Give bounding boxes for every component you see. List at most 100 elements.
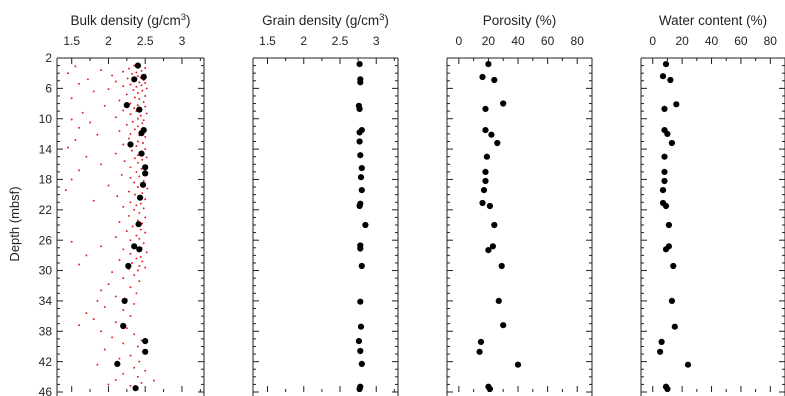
panel-1-series-1-point <box>139 114 142 117</box>
panel-1-series-1-point <box>118 357 121 360</box>
panel-3-series-1-point <box>477 338 485 345</box>
panel-1-series-1-point <box>96 133 99 136</box>
y-tick-label: 42 <box>39 355 53 369</box>
panel-1-series-1-point <box>131 225 134 228</box>
panel-4-series-1-point <box>658 338 665 345</box>
panel-1-series-1-point <box>114 80 117 83</box>
panel-3-series-1-point <box>479 73 486 81</box>
panel-1-series-2-point <box>142 338 149 345</box>
panel-1-series-1-point <box>118 129 121 132</box>
panel-1-series-1-point <box>133 208 136 211</box>
panel-1-series-1-point <box>133 64 136 67</box>
panel-1-series-1-point <box>118 258 121 261</box>
panel-1-series-1-point <box>78 324 81 327</box>
panel-1-series-1-point <box>122 277 125 280</box>
panel-1-series-1-point <box>129 239 132 242</box>
panel-1-series-1-point <box>145 251 148 254</box>
panel-1-series-2-point <box>114 360 121 367</box>
panel-1-series-1-point <box>125 230 128 233</box>
panel-4-series-1-point <box>670 262 677 270</box>
panel-3-series-1-point <box>482 168 489 175</box>
panel-1-series-1-point <box>138 360 141 363</box>
panel-4-series-1-point <box>662 202 670 210</box>
panel-1-series-1-point <box>138 280 141 283</box>
panel-1-series-1-point <box>142 101 145 103</box>
panel-1-series-1-point <box>153 379 155 382</box>
panel-4-x-tick-label: 0 <box>649 34 656 48</box>
panel-2-series-1-point <box>356 138 363 145</box>
panel-4-series-1-point <box>657 348 664 355</box>
panel-1-series-1-point <box>131 72 133 75</box>
panel-1-series-1-point <box>136 140 139 143</box>
panel-1-series-1-point <box>144 369 147 372</box>
panel-2-series-1-point <box>356 61 363 68</box>
y-tick-label: 34 <box>39 294 53 308</box>
panel-3-x-tick-label: 80 <box>571 34 585 48</box>
panel-1-series-1-point <box>141 260 144 263</box>
panel-1-series-1-point <box>67 146 69 149</box>
panel-4-series-1-point <box>664 385 671 393</box>
panel-1-series-1-point <box>142 242 145 245</box>
panel-3-series-1-point <box>488 131 495 138</box>
panel-1-series-1-point <box>103 306 106 308</box>
panel-1-series-1-point <box>144 148 147 151</box>
panel-1-series-1-point <box>129 286 132 289</box>
panel-3-series-1-point <box>479 199 486 207</box>
panel-1-series-2-point <box>131 243 138 250</box>
panel-1-series-1-point <box>85 254 88 257</box>
panel-1-series-1-point <box>126 77 129 80</box>
panel-4-x-tick-label: 20 <box>675 34 689 48</box>
panel-4-x-tick-label: 40 <box>705 34 719 48</box>
panel-1-series-2-point <box>125 262 132 270</box>
panel-1-series-2-point <box>134 62 141 69</box>
panel-4-series-1-point <box>659 73 667 80</box>
panel-1-series-1-point <box>129 252 132 255</box>
panel-3-series-1-point <box>498 262 505 270</box>
panel-1-series-2-point <box>135 221 142 228</box>
panel-3-series-1-point <box>482 177 489 185</box>
panel-1-series-1-point <box>100 69 103 72</box>
panel-1-series-1-point <box>133 181 136 184</box>
panel-1-series-2-point <box>140 73 147 81</box>
panel-3-x-tick-label: 60 <box>541 34 555 48</box>
y-tick-label: 22 <box>39 203 53 217</box>
panel-1-series-1-point <box>70 97 73 100</box>
panel-1-series-1-point <box>92 90 95 93</box>
panel-1-series-2-point <box>139 181 147 188</box>
panel-1-series-1-point <box>129 83 132 86</box>
panel-4-series-1-point <box>668 139 676 147</box>
panel-1-series-1-point <box>78 263 81 266</box>
panel-1-series-1-point <box>144 216 147 219</box>
panel-1-series-2-point <box>131 76 138 83</box>
panel-1-series-1-point <box>142 207 145 210</box>
panel-1-series-1-point <box>136 91 139 94</box>
panel-1-series-1-point <box>111 336 114 339</box>
panel-1-series-1-point <box>131 262 133 264</box>
panel-1-series-1-point <box>140 381 143 384</box>
panel-1-series-1-point <box>144 266 147 269</box>
panel-1-series-1-point <box>144 82 147 84</box>
panel-1-title: Bulk density (g/cm3) <box>70 12 190 28</box>
panel-2-x-tick-label: 1.5 <box>259 34 276 48</box>
panel-2-series-1-point <box>358 187 365 194</box>
panel-3-x-tick-label: 40 <box>511 34 525 48</box>
panel-2-series-1-point <box>357 245 364 252</box>
panel-1-series-1-point <box>139 255 142 258</box>
panel-1-series-1-point <box>140 339 143 342</box>
panel-1-series-1-point <box>141 122 144 125</box>
panel-1-series-1-point <box>139 202 142 205</box>
panel-1-series-1-point <box>64 189 67 192</box>
panel-1-series-1-point <box>136 154 139 157</box>
panel-1-series-1-point <box>128 214 130 217</box>
panel-1-series-1-point <box>138 98 141 100</box>
panel-1-x-tick-label: 2 <box>105 34 112 48</box>
panel-1-series-1-point <box>122 143 125 146</box>
panel-1-series-2-point <box>138 130 145 137</box>
panel-1-series-2-point <box>132 385 139 392</box>
panel-2-x-tick-label: 3 <box>373 34 380 48</box>
panel-1-series-1-point <box>136 161 139 164</box>
panel-1-series-1-point <box>142 119 145 122</box>
panel-4-series-1-point <box>661 168 668 175</box>
panel-1-series-1-point <box>129 113 132 116</box>
panel-3-series-1-point <box>500 100 507 107</box>
